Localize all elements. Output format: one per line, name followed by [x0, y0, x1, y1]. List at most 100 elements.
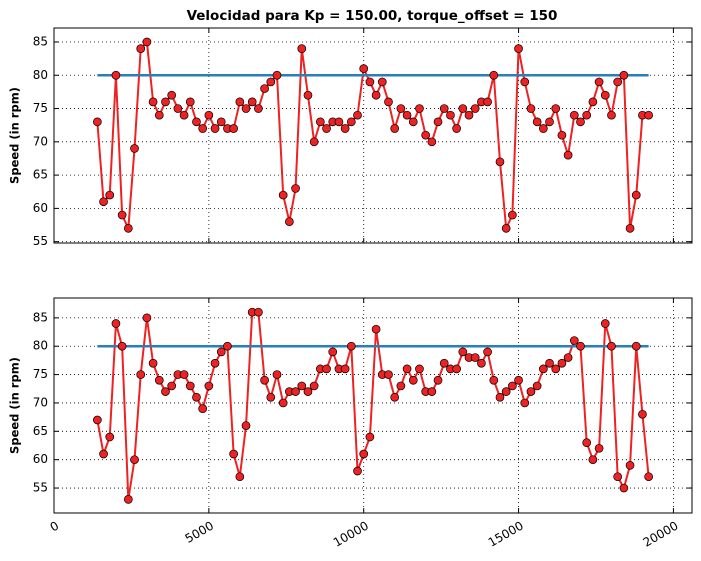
data-point — [396, 381, 406, 391]
data-point — [260, 84, 269, 93]
data-point — [130, 144, 139, 153]
data-point — [508, 381, 517, 391]
data-point — [204, 110, 214, 120]
data-point — [123, 495, 133, 504]
data-point — [216, 347, 226, 357]
data-point — [93, 415, 102, 425]
data-point — [557, 130, 567, 140]
data-point — [278, 190, 288, 200]
data-point — [377, 77, 387, 87]
data-point — [297, 381, 307, 391]
data-point — [607, 341, 616, 351]
data-point — [470, 104, 480, 113]
data-point — [514, 44, 523, 53]
y-tick-label: 75 — [33, 367, 48, 381]
x-tick-label: 0 — [48, 519, 62, 535]
data-point — [576, 117, 585, 127]
x-tick-label: 5000 — [183, 519, 216, 546]
data-point — [569, 110, 579, 120]
data-point — [223, 341, 232, 351]
axes-frame — [53, 27, 693, 244]
data-point — [148, 358, 158, 368]
data-point — [179, 370, 189, 379]
x-tick-label: 10000 — [331, 519, 371, 550]
data-point — [489, 70, 499, 80]
data-point — [532, 117, 542, 127]
data-point — [545, 358, 554, 368]
data-point — [210, 358, 220, 368]
data-point — [328, 347, 338, 357]
data-point — [433, 375, 443, 385]
data-point — [185, 97, 195, 107]
data-point — [136, 370, 146, 379]
data-point — [569, 336, 579, 345]
data-point — [402, 110, 412, 120]
data-point — [340, 364, 350, 374]
data-point — [210, 124, 220, 133]
data-point — [489, 375, 499, 385]
data-point — [644, 472, 653, 482]
data-point — [638, 409, 647, 419]
data-point — [93, 117, 102, 127]
data-point — [130, 455, 139, 465]
data-point — [291, 387, 300, 396]
data-point — [607, 110, 616, 120]
data-point — [346, 117, 356, 127]
data-point — [117, 341, 127, 351]
data-point — [216, 117, 226, 127]
y-tick-label: 65 — [33, 424, 48, 438]
data-point — [117, 210, 127, 220]
data-point — [495, 392, 505, 402]
y-tick-label: 60 — [33, 201, 48, 215]
data-point — [322, 124, 331, 133]
data-point — [285, 217, 294, 227]
data-point — [254, 104, 263, 113]
y-axis-label: Speed (in rpm) — [8, 87, 22, 184]
data-point — [619, 483, 629, 493]
data-point — [154, 375, 164, 385]
data-point — [161, 97, 170, 107]
data-point — [154, 110, 164, 120]
data-point — [508, 210, 517, 220]
data-point — [594, 77, 604, 87]
data-point — [334, 117, 344, 127]
axes-frame — [53, 297, 693, 514]
data-point — [613, 472, 623, 482]
data-point — [241, 104, 251, 113]
data-point — [185, 381, 195, 391]
data-point — [359, 449, 369, 459]
data-point — [371, 324, 381, 334]
data-point — [588, 455, 598, 465]
data-point — [396, 104, 406, 113]
data-point — [266, 77, 276, 87]
data-point — [458, 104, 468, 113]
y-tick-label: 75 — [33, 101, 48, 115]
data-point — [111, 70, 121, 80]
data-point — [390, 124, 400, 133]
data-point — [526, 104, 536, 113]
data-point — [514, 375, 523, 385]
data-point — [340, 124, 350, 133]
data-point — [408, 375, 418, 385]
data-point — [198, 124, 208, 133]
data-point — [625, 224, 635, 233]
y-tick-label: 55 — [33, 481, 48, 495]
x-tick-label: 20000 — [641, 519, 681, 550]
data-point — [384, 97, 393, 107]
data-point — [538, 124, 548, 133]
data-point — [452, 364, 461, 374]
data-point — [123, 224, 133, 233]
data-point — [446, 110, 455, 120]
data-point — [538, 364, 548, 374]
data-point — [111, 319, 121, 328]
subplot: 55 60 65 70 75 80 85 Speed (in rpm) — [8, 27, 693, 248]
data-point — [594, 443, 604, 453]
data-point — [421, 130, 431, 140]
data-point — [365, 77, 375, 87]
data-point — [167, 90, 177, 100]
y-tick-label: 80 — [33, 68, 48, 82]
data-point — [192, 117, 201, 127]
data-point — [483, 347, 492, 357]
data-point — [427, 387, 437, 396]
data-point — [303, 387, 313, 396]
